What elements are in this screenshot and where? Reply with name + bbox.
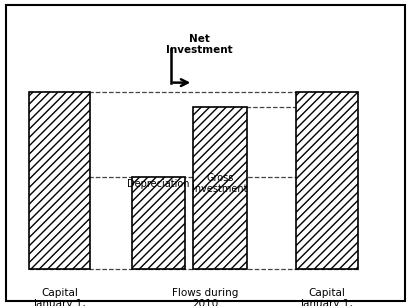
Bar (29, 92, 90, 269)
Bar (132, 177, 185, 269)
Bar (193, 107, 247, 269)
Text: Net
Investment: Net Investment (166, 34, 233, 55)
Text: Capital
January 1,
2010: Capital January 1, 2010 (33, 288, 86, 306)
Text: Capital
January 1,
2011: Capital January 1, 2011 (300, 288, 353, 306)
Text: Depreciation: Depreciation (127, 179, 189, 188)
Text: Flows during
2010: Flows during 2010 (172, 288, 239, 306)
Bar (296, 92, 358, 269)
Text: Gross
Investment: Gross Investment (192, 173, 248, 194)
